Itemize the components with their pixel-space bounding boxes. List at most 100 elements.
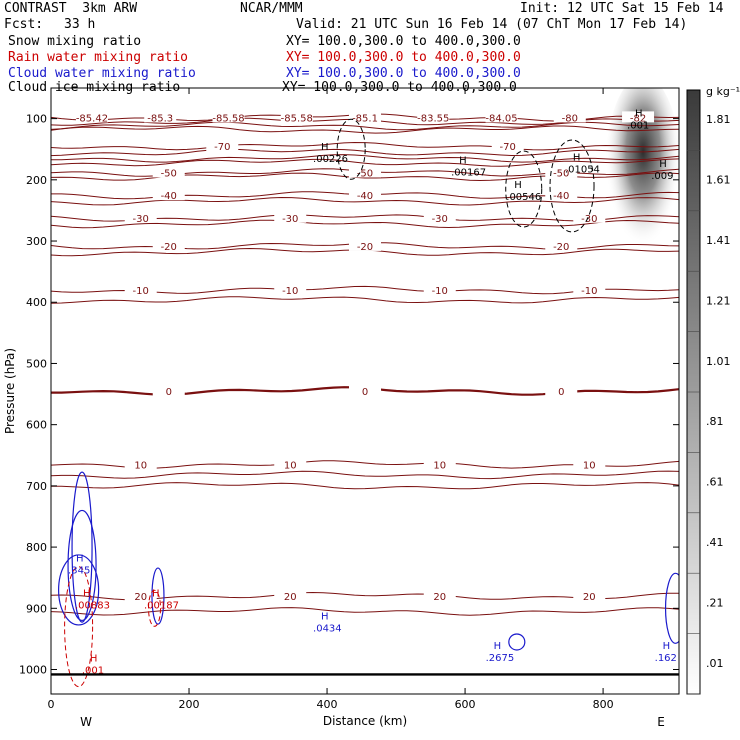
maximum-marker: H [90,653,98,664]
maximum-value-label: .345 [68,566,90,577]
model-title: CONTRAST 3km ARW [4,1,138,16]
cloud-ice-contour [336,118,366,180]
temperature-contour-label: -50 [357,168,373,179]
temperature-contour-label: -82 [630,113,646,124]
y-tick-label: 1000 [19,664,47,677]
temperature-contour-label: -85.1 [352,113,378,124]
contour-label-mask [485,111,518,123]
colorbar-tick-label: .61 [706,476,724,489]
temperature-contour-label: -10 [133,286,149,297]
temperature-contour-label: -80 [562,113,578,124]
endpoint-east: E [657,715,665,729]
y-tick-label: 400 [26,296,47,309]
temperature-contour-label: -20 [553,242,569,253]
temperature-contour-label: -30 [133,214,149,225]
field-name-cloud-water: Cloud water mixing ratio [8,66,196,81]
colorbar-tick-label: .01 [706,657,724,670]
colorbar-tick-label: 1.01 [706,355,731,368]
x-tick-label: 200 [179,698,200,711]
maximum-value-label: .001 [627,121,649,132]
maximum-marker: H [76,554,84,565]
maximum-value-label: .00187 [144,600,179,611]
contour-label-mask [545,166,578,178]
maximum-marker: H [573,153,581,164]
maximum-value-label: .009 [651,171,673,182]
contour-label-mask [545,239,578,251]
temperature-contour-label: -30 [432,214,448,225]
contour-label-mask [349,189,381,201]
cloud-water-contour [664,572,679,644]
field-xy-rain: XY= 100.0,300.0 to 400.0,300.0 [286,50,521,65]
contour-label-mask [423,284,456,295]
temperature-contour-label: -30 [581,214,597,225]
temperature-contour-label: 20 [433,592,446,603]
contour-label-mask [545,385,578,396]
y-tick-label: 800 [26,541,47,554]
rain-contour [148,589,162,627]
contour-label-mask [152,385,185,396]
y-tick-label: 600 [26,419,47,432]
colorbar-tick-label: 1.61 [706,174,731,187]
contour-label-mask [152,166,185,178]
y-tick-label: 700 [26,480,47,493]
cloud-ice-contour [549,139,595,233]
maximum-marker: H [494,641,502,652]
contour-label-mask [553,111,586,123]
temperature-contour-label: -40 [161,191,177,202]
colorbar-tick-label: .21 [706,596,724,609]
contour-label-mask [573,590,606,602]
contour-label-mask [349,239,381,251]
contour-label-mask [124,458,157,470]
temperature-contour-label: -50 [553,168,569,179]
temperature-contour-label: -20 [161,242,177,253]
field-xy-cloud-water: XY= 100.0,300.0 to 400.0,300.0 [286,66,521,81]
temperature-contour [51,607,679,616]
snow-shading [605,88,679,266]
colorbar-tick-label: .41 [706,536,724,549]
contour-label-mask [274,590,307,602]
contour-label-mask [573,211,606,223]
x-tick-label: 400 [317,698,338,711]
maximum-marker: H [321,142,329,153]
y-axis-label: Pressure (hPa) [3,348,17,434]
cloud-ice-contour [505,150,543,228]
maximum-marker: H [659,159,667,170]
colorbar-tick-label: .81 [706,415,724,428]
maximum-value-label: .00546 [506,192,541,203]
contour-label-mask [491,140,524,152]
maximum-marker: H [635,109,643,120]
field-xy-snow: XY= 100.0,300.0 to 400.0,300.0 [286,34,521,49]
contour-label-mask [124,284,157,295]
temperature-contour-label: -70 [214,142,230,153]
temperature-contour [51,125,679,134]
temperature-contour-label: -30 [282,214,298,225]
temperature-contour-label: -10 [282,286,298,297]
contour-label-mask [274,284,307,295]
x-tick-label: 0 [48,698,55,711]
contour-label-mask [212,111,245,123]
temperature-contour-label: -85.42 [76,113,108,124]
contour-label-mask [206,140,239,152]
contour-label-mask [573,284,606,295]
contour-label-mask [280,111,313,123]
temperature-contour-label: 10 [134,460,147,471]
temperature-contour [51,296,679,304]
y-tick-label: 500 [26,357,47,370]
maximum-marker: H [663,641,671,652]
temperature-contour-label: -50 [161,168,177,179]
contour-label-mask [124,211,157,223]
contour-label-mask [545,189,578,201]
center-label: NCAR/MMM [240,1,303,16]
temperature-contour [51,154,679,163]
contour-label-mask [423,211,456,223]
temperature-contour-label: -85.58 [212,113,244,124]
maximum-value-label: .001 [82,665,104,676]
contour-label-mask [274,211,307,223]
endpoint-west: W [80,715,92,729]
contour-label-mask [622,111,655,123]
temperature-contour-label: 20 [583,592,596,603]
colorbar-tick-label: 1.41 [706,234,731,247]
x-tick-label: 800 [593,698,614,711]
colorbar-tick-label: 1.21 [706,294,731,307]
temperature-contour-label: -10 [432,286,448,297]
